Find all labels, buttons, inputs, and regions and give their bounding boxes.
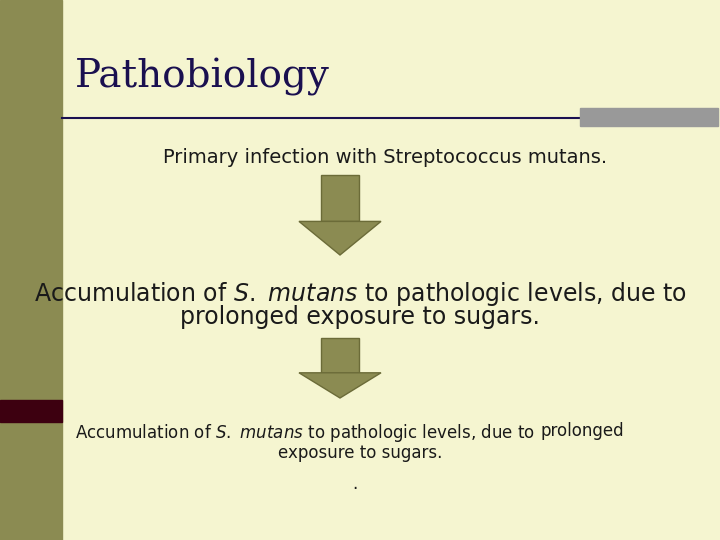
Bar: [0, 0, 62, 540]
Text: Primary infection with Streptococcus mutans.: Primary infection with Streptococcus mut…: [163, 148, 607, 167]
Text: Accumulation of $\it{S.\ mutans}$ to pathologic levels, due to: Accumulation of $\it{S.\ mutans}$ to pat…: [75, 422, 535, 444]
Bar: [321, 175, 359, 221]
Polygon shape: [299, 373, 381, 398]
Text: Accumulation of $\it{S.\ mutans}$ to pathologic levels, due to: Accumulation of $\it{S.\ mutans}$ to pat…: [34, 280, 686, 308]
Bar: [321, 338, 359, 373]
Polygon shape: [299, 221, 381, 255]
Bar: [580, 108, 718, 126]
Text: prolonged: prolonged: [540, 422, 624, 440]
Text: .: .: [352, 475, 358, 493]
Bar: [0, 400, 62, 422]
Text: Pathobiology: Pathobiology: [75, 58, 330, 96]
Text: prolonged exposure to sugars.: prolonged exposure to sugars.: [180, 305, 540, 329]
Text: exposure to sugars.: exposure to sugars.: [278, 444, 442, 462]
